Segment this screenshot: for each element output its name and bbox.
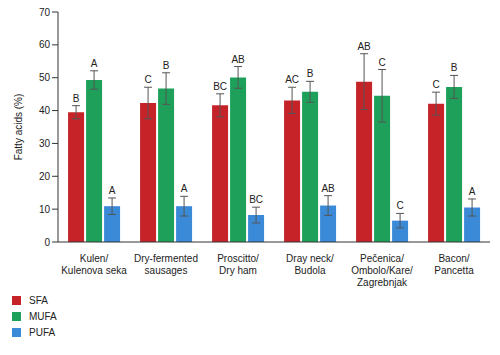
svg-text:40: 40 xyxy=(39,105,51,116)
svg-text:Fatty acids (%): Fatty acids (%) xyxy=(13,94,24,161)
svg-text:C: C xyxy=(378,57,385,68)
svg-text:C: C xyxy=(396,200,403,211)
svg-text:20: 20 xyxy=(39,171,51,182)
svg-text:B: B xyxy=(307,68,314,79)
html-text:MUFA: MUFA xyxy=(29,310,57,322)
svg-text:Kulen/Kulenova seka: Kulen/Kulenova seka xyxy=(61,253,127,276)
svg-text:AB: AB xyxy=(321,183,335,194)
svg-text:B: B xyxy=(451,62,458,73)
svg-text:70: 70 xyxy=(39,7,51,18)
svg-text:B: B xyxy=(73,93,80,104)
svg-text:C: C xyxy=(432,79,439,90)
svg-text:C: C xyxy=(144,74,151,85)
svg-text:A: A xyxy=(91,58,98,69)
svg-text:Dry-fermentedsausages: Dry-fermentedsausages xyxy=(134,253,198,276)
svg-text:60: 60 xyxy=(39,39,51,50)
svg-text:AB: AB xyxy=(357,41,371,52)
svg-text:A: A xyxy=(181,183,188,194)
svg-text:10: 10 xyxy=(39,204,51,215)
svg-text:AC: AC xyxy=(285,74,299,85)
svg-text:30: 30 xyxy=(39,138,51,149)
svg-text:B: B xyxy=(163,60,170,71)
html-text:SFA: SFA xyxy=(29,294,48,306)
svg-text:BC: BC xyxy=(249,194,263,205)
svg-text:BC: BC xyxy=(213,81,227,92)
svg-text:Proscitto/Dry ham: Proscitto/Dry ham xyxy=(217,253,259,276)
svg-text:50: 50 xyxy=(39,72,51,83)
html-text:PUFA: PUFA xyxy=(29,326,56,338)
svg-text:AB: AB xyxy=(231,54,245,65)
svg-text:A: A xyxy=(469,186,476,197)
svg-text:Bacon/Pancetta: Bacon/Pancetta xyxy=(434,253,474,276)
svg-text:Pečenica/Ombolo/Kare/Zagrebnja: Pečenica/Ombolo/Kare/Zagrebnjak xyxy=(351,253,413,288)
svg-text:Dray neck/Budola: Dray neck/Budola xyxy=(286,253,334,276)
svg-text:0: 0 xyxy=(44,237,50,248)
svg-text:A: A xyxy=(109,185,116,196)
